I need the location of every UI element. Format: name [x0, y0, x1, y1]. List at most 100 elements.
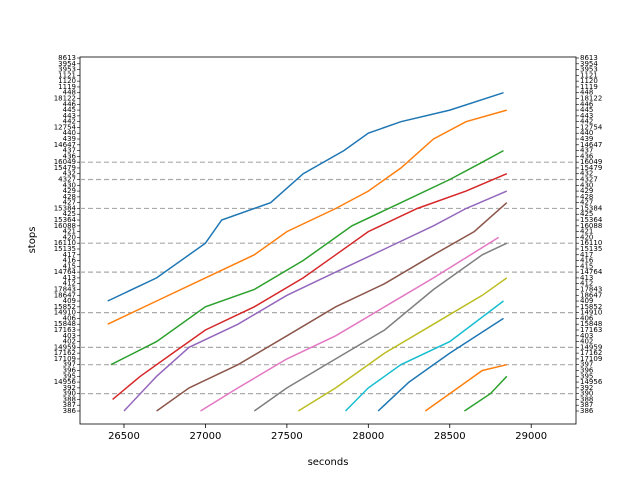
y-tick-label-right: 1120 — [580, 77, 598, 85]
y-tick-label: 445 — [63, 106, 76, 114]
y-tick-label-right: 396 — [580, 366, 594, 374]
y-tick-label-right: 17163 — [580, 326, 602, 334]
y-axis-label: stops — [27, 227, 38, 254]
y-tick-label: 8613 — [58, 54, 76, 62]
train-line — [107, 109, 508, 325]
y-tick-label: 392 — [63, 384, 76, 392]
y-tick-label: 406 — [63, 314, 77, 322]
y-tick-label: 16049 — [54, 158, 76, 166]
y-tick-label-right: 17843 — [580, 285, 602, 293]
y-tick-label: 412 — [63, 280, 76, 288]
y-tick-label: 386 — [63, 407, 77, 415]
y-tick-label-right: 402 — [580, 338, 593, 346]
train-line — [107, 91, 504, 302]
y-tick-label-right: 12754 — [580, 123, 603, 131]
y-tick-label: 16110 — [54, 239, 76, 247]
y-tick-label-right: 429 — [580, 187, 593, 195]
y-tick-label: 413 — [63, 274, 76, 282]
y-tick-label-right: 4327 — [580, 176, 598, 184]
y-tick-label: 402 — [63, 338, 76, 346]
y-tick-label-right: 395 — [580, 372, 593, 380]
y-tick-label-right: 409 — [580, 297, 593, 305]
train-line — [297, 277, 508, 412]
y-tick-label-right: 16088 — [580, 222, 602, 230]
y-tick-label-right: 440 — [580, 129, 593, 137]
y-tick-label-right: 15852 — [580, 303, 602, 311]
y-tick-label: 425 — [63, 210, 76, 218]
y-tick-label-right: 16110 — [580, 239, 602, 247]
y-tick-label: 15479 — [54, 164, 76, 172]
y-tick-label: 439 — [63, 135, 76, 143]
y-tick-label-right: 425 — [580, 210, 593, 218]
y-tick-label: 430 — [63, 181, 76, 189]
y-tick-label-right: 412 — [580, 280, 593, 288]
y-tick-label-right: 427 — [580, 199, 593, 207]
y-tick-label: 440 — [63, 129, 76, 137]
y-tick-label: 437 — [63, 147, 76, 155]
y-tick-label: 448 — [63, 89, 76, 97]
y-tick-label-right: 15135 — [580, 245, 602, 253]
y-tick-label: 1119 — [58, 83, 76, 91]
y-tick-label-right: 386 — [580, 407, 594, 415]
y-tick-label: 395 — [63, 372, 76, 380]
y-tick-label: 16088 — [54, 222, 76, 230]
y-tick-label: 415 — [63, 262, 76, 270]
y-tick-label-right: 18122 — [580, 95, 602, 103]
train-line — [110, 149, 504, 366]
y-tick-label-right: 420 — [580, 233, 593, 241]
train-line — [253, 242, 508, 412]
y-tick-label: 436 — [63, 152, 77, 160]
y-tick-label: 446 — [63, 100, 77, 108]
y-tick-label-right: 430 — [580, 181, 593, 189]
y-tick-label: 397 — [63, 361, 76, 369]
train-line — [156, 202, 508, 412]
y-tick-label: 18647 — [54, 291, 76, 299]
y-tick-label-right: 439 — [580, 135, 593, 143]
y-tick-label-right: 403 — [580, 332, 593, 340]
y-tick-label-right: 413 — [580, 274, 593, 282]
y-tick-label-right: 388 — [580, 395, 593, 403]
y-tick-label-right: 437 — [580, 147, 593, 155]
y-tick-label-right: 392 — [580, 384, 593, 392]
y-tick-label-right: 14956 — [580, 378, 603, 386]
y-tick-label-right: 14959 — [580, 343, 602, 351]
y-tick-label-right: 397 — [580, 361, 593, 369]
x-tick-label: 26500 — [108, 431, 140, 442]
y-tick-label: 387 — [63, 401, 76, 409]
y-tick-label: 14764 — [54, 268, 77, 276]
y-tick-label: 1121 — [58, 71, 76, 79]
y-tick-label-right: 406 — [580, 314, 594, 322]
y-tick-label-right: 1119 — [580, 83, 598, 91]
y-tick-label: 14647 — [54, 141, 76, 149]
y-tick-label: 396 — [63, 366, 77, 374]
y-tick-label-right: 445 — [580, 106, 593, 114]
y-tick-label: 390 — [63, 390, 76, 398]
y-tick-label-right: 442 — [580, 118, 593, 126]
y-tick-label-right: 16049 — [580, 158, 602, 166]
y-tick-label: 15848 — [54, 320, 76, 328]
y-tick-label: 17109 — [54, 355, 76, 363]
y-tick-label: 17843 — [54, 285, 76, 293]
y-tick-label-right: 446 — [580, 100, 594, 108]
x-tick-label: 28000 — [352, 431, 384, 442]
y-tick-label-right: 8613 — [580, 54, 598, 62]
y-tick-label-right: 436 — [580, 152, 594, 160]
y-tick-label: 443 — [63, 112, 76, 120]
y-tick-label-right: 14764 — [580, 268, 603, 276]
y-tick-label: 420 — [63, 233, 76, 241]
y-tick-label-right: 14910 — [580, 309, 602, 317]
y-tick-label-right: 421 — [580, 228, 593, 236]
y-tick-label-right: 18647 — [580, 291, 602, 299]
train-line — [112, 173, 508, 400]
y-tick-label-right: 443 — [580, 112, 593, 120]
y-tick-label: 403 — [63, 332, 76, 340]
y-tick-label: 15364 — [54, 216, 77, 224]
plot-frame — [79, 56, 577, 425]
x-axis-label: seconds — [308, 457, 349, 468]
y-tick-label: 15852 — [54, 303, 76, 311]
y-tick-label-right: 15364 — [580, 216, 603, 224]
y-tick-label-right: 15384 — [580, 204, 603, 212]
y-tick-label: 409 — [63, 297, 76, 305]
y-tick-label-right: 415 — [580, 262, 593, 270]
